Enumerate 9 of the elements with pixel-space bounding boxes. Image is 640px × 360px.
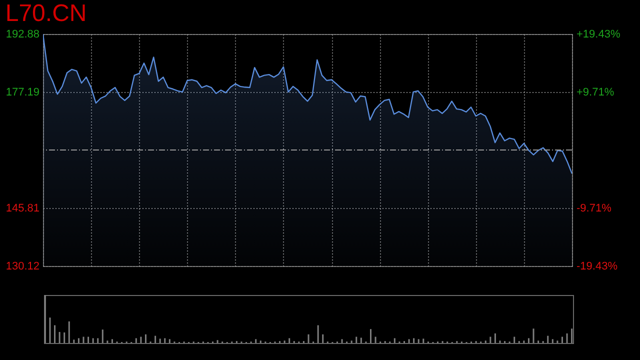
- y2-tick-label: -9.71%: [576, 202, 612, 214]
- y2-tick-label: -19.43%: [576, 260, 618, 272]
- y-tick-label: 192.88: [6, 28, 40, 40]
- y2-tick-label: +9.71%: [576, 86, 614, 99]
- y-tick-label: 145.81: [6, 202, 40, 214]
- y-tick-label: 177.19: [6, 86, 40, 98]
- y2-tick-label: +19.43%: [576, 28, 620, 40]
- y-tick-label: 130.12: [6, 260, 40, 272]
- chart-title: L70.CN: [5, 0, 87, 27]
